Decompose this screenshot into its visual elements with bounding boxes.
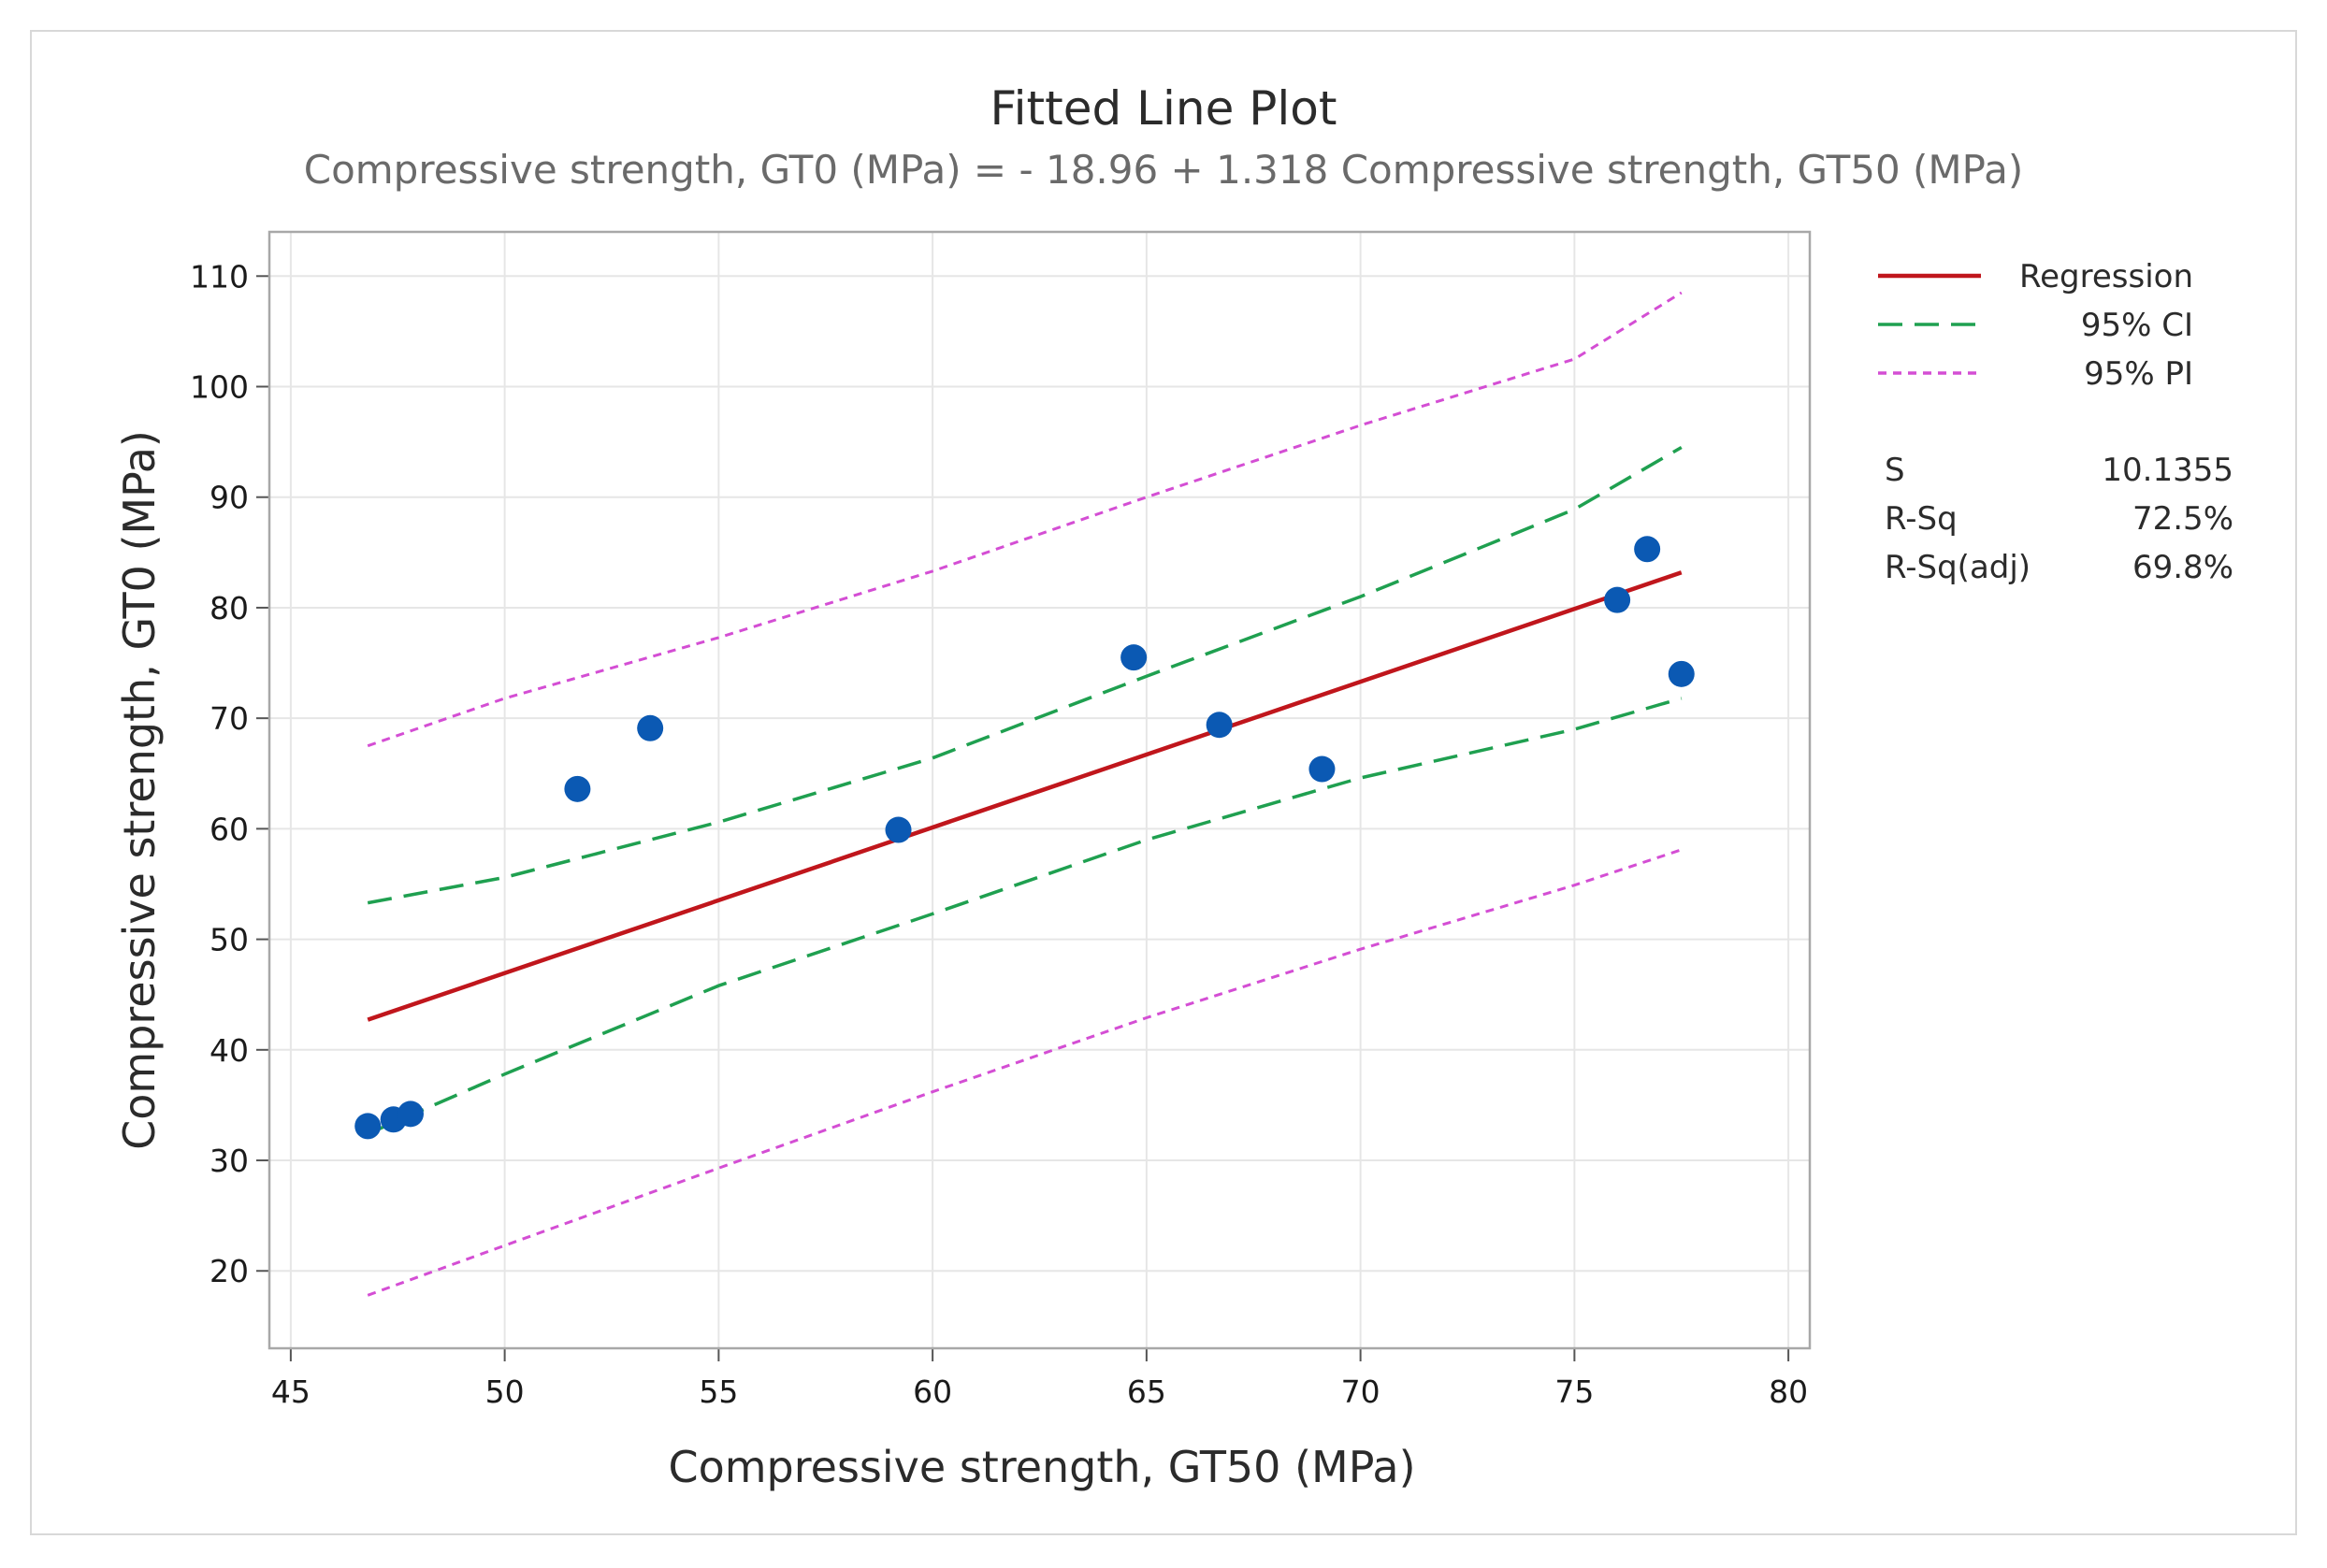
legend-label: 95% CI: [2081, 307, 2193, 344]
data-point: [637, 714, 664, 741]
data-point: [1634, 536, 1661, 563]
data-point: [1308, 755, 1336, 783]
y-tick-label: 30: [210, 1143, 249, 1179]
data-point: [1120, 644, 1148, 671]
pi-lower-line: [367, 848, 1683, 1297]
y-tick-label: 100: [190, 369, 249, 406]
stat-label: R-Sq(adj): [1885, 549, 2031, 586]
ci-upper-line: [367, 445, 1683, 905]
data-point: [354, 1113, 382, 1140]
data-point: [1604, 586, 1631, 613]
chart-frame: [30, 30, 2297, 1535]
axis-ticks: 45 50 55 60 65 70 75 80 20 30 40 50 60 70 80 90 100 110: [190, 258, 1808, 1410]
fit-statistics: S 10.1355 R-Sq 72.5% R-Sq(adj) 69.8%: [1885, 452, 2233, 586]
data-points: [354, 536, 1695, 1140]
y-tick-label: 80: [210, 590, 249, 626]
prediction-interval-bands: [367, 291, 1683, 1297]
x-tick-label: 65: [1127, 1374, 1166, 1410]
x-tick-label: 75: [1554, 1374, 1594, 1410]
legend-label: 95% PI: [2084, 355, 2193, 393]
data-point: [1206, 712, 1233, 739]
pi-upper-line: [367, 291, 1683, 748]
ci-lower-line: [367, 697, 1683, 1136]
y-tick-label: 110: [190, 258, 249, 295]
stat-value: 10.1355: [2102, 452, 2233, 489]
x-tick-label: 60: [913, 1374, 952, 1410]
stat-label: S: [1885, 452, 1905, 489]
x-tick-label: 50: [485, 1374, 525, 1410]
legend-label: Regression: [2019, 258, 2193, 295]
x-axis-label: Compressive strength, GT50 (MPa): [668, 1442, 1415, 1492]
regression-line: [367, 570, 1683, 1022]
y-tick-label: 40: [210, 1032, 249, 1069]
data-point: [397, 1100, 424, 1128]
y-tick-label: 90: [210, 480, 249, 516]
x-tick-label: 80: [1769, 1374, 1808, 1410]
data-point: [564, 775, 591, 802]
x-tick-label: 55: [699, 1374, 738, 1410]
grid: [269, 232, 1810, 1348]
stat-label: R-Sq: [1885, 500, 1958, 538]
chart-subtitle: Compressive strength, GT0 (MPa) = - 18.9…: [304, 147, 2023, 193]
y-tick-label: 50: [210, 922, 249, 958]
y-tick-label: 60: [210, 811, 249, 847]
x-tick-label: 70: [1341, 1374, 1380, 1410]
x-tick-label: 45: [271, 1374, 311, 1410]
legend: Regression 95% CI 95% PI: [1878, 258, 2193, 393]
stat-value: 72.5%: [2132, 500, 2233, 538]
data-point: [1668, 660, 1695, 687]
y-axis-label: Compressive strength, GT0 (MPa): [114, 430, 165, 1150]
chart-title: Fitted Line Plot: [990, 81, 1337, 136]
plot-area-border: [267, 230, 1812, 1350]
regression-line-group: [367, 570, 1683, 1022]
data-point: [885, 816, 912, 843]
y-tick-label: 70: [210, 700, 249, 737]
confidence-interval-bands: [367, 445, 1683, 1136]
stat-value: 69.8%: [2132, 549, 2233, 586]
y-tick-label: 20: [210, 1253, 249, 1289]
